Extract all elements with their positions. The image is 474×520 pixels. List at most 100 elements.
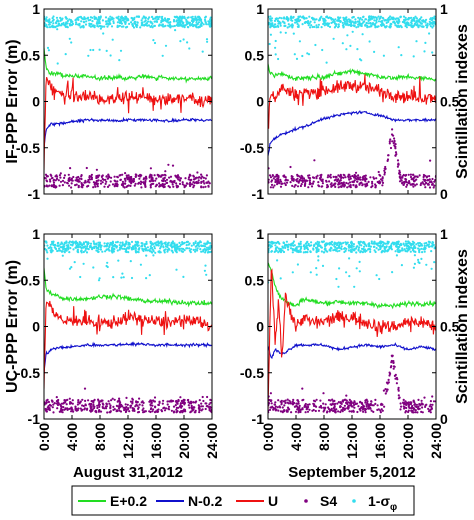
series-point <box>296 405 299 408</box>
series-point <box>179 405 182 408</box>
series-point <box>393 374 396 377</box>
series-point <box>330 18 333 21</box>
series-point <box>99 182 103 185</box>
series-point <box>335 244 339 247</box>
series-point <box>353 403 356 406</box>
series-point <box>305 244 308 247</box>
series-point <box>373 177 376 180</box>
series-point <box>182 401 186 404</box>
series-point <box>117 259 120 262</box>
series-point <box>362 15 365 19</box>
series-point <box>279 31 282 34</box>
series-point <box>109 404 112 407</box>
series-point <box>209 242 212 245</box>
series-point <box>420 247 423 250</box>
series-point <box>424 41 427 45</box>
series-point <box>397 163 400 166</box>
series-point <box>204 407 207 411</box>
series-point <box>429 17 432 20</box>
y-tick-label-left: -0.5 <box>240 140 264 156</box>
series-point <box>150 401 153 404</box>
series-point <box>96 182 99 185</box>
series-point <box>163 176 166 179</box>
series-point <box>164 243 167 246</box>
series-point <box>126 403 129 406</box>
series-point <box>206 248 210 251</box>
legend-label: N-0.2 <box>188 493 222 509</box>
series-point <box>381 16 384 19</box>
series-point <box>371 180 374 183</box>
series-point <box>96 179 99 182</box>
series-point <box>95 249 98 252</box>
series-point <box>410 22 413 25</box>
y-tick-label-left: 0.5 <box>21 272 41 288</box>
series-point <box>121 247 124 250</box>
series-point <box>280 17 283 20</box>
series-point <box>95 17 98 20</box>
series-point <box>288 25 291 28</box>
series-point <box>337 186 340 189</box>
series-point <box>60 407 63 410</box>
series-point <box>277 175 280 178</box>
series-point <box>341 24 345 27</box>
series-point <box>200 405 203 408</box>
series-point <box>429 403 432 406</box>
series-point <box>340 176 343 180</box>
series-point <box>178 182 182 185</box>
series-point <box>291 24 294 27</box>
series-point <box>96 21 99 24</box>
series-point <box>369 176 372 179</box>
series-point <box>296 22 299 25</box>
series-point <box>290 411 293 414</box>
series-point <box>167 18 170 21</box>
series-point <box>84 249 87 252</box>
series-point <box>381 176 384 179</box>
series-point <box>164 174 167 177</box>
series-point <box>341 408 344 411</box>
series-point <box>54 175 57 178</box>
series-point <box>63 251 66 254</box>
series-point <box>123 186 126 189</box>
series-point <box>149 21 152 24</box>
series-point <box>82 246 85 249</box>
series-point <box>310 241 313 244</box>
series-point <box>101 174 104 177</box>
series-point <box>110 176 113 179</box>
series-point <box>416 411 419 414</box>
series-point <box>158 182 161 185</box>
series-point <box>370 16 373 20</box>
series-point <box>413 403 416 406</box>
series-point <box>152 408 155 411</box>
series-point <box>366 402 369 405</box>
series-point <box>345 401 348 404</box>
series-point <box>341 42 344 45</box>
series-point <box>370 24 373 27</box>
series-point <box>407 16 410 20</box>
series-point <box>205 273 208 276</box>
series-point <box>90 402 93 406</box>
series-point <box>125 174 128 177</box>
series-point <box>401 249 404 252</box>
series-point <box>203 182 206 185</box>
series-point <box>378 277 381 281</box>
series-point <box>361 183 364 186</box>
series-point <box>140 21 143 25</box>
series-point <box>168 23 172 26</box>
series-point <box>377 170 380 174</box>
series-point <box>116 185 119 188</box>
series-point <box>374 183 377 186</box>
series-point <box>346 34 349 37</box>
series-point <box>377 15 380 18</box>
series-point <box>308 15 311 18</box>
series-point <box>381 184 384 187</box>
series-point <box>186 182 189 185</box>
series-point <box>397 386 400 389</box>
series-point <box>359 240 362 243</box>
series-point <box>413 262 416 265</box>
series-point <box>198 245 201 248</box>
series-point <box>116 24 119 27</box>
series-point <box>429 411 432 414</box>
series-point <box>144 16 147 19</box>
series-point <box>412 55 415 58</box>
series-point <box>397 22 400 25</box>
